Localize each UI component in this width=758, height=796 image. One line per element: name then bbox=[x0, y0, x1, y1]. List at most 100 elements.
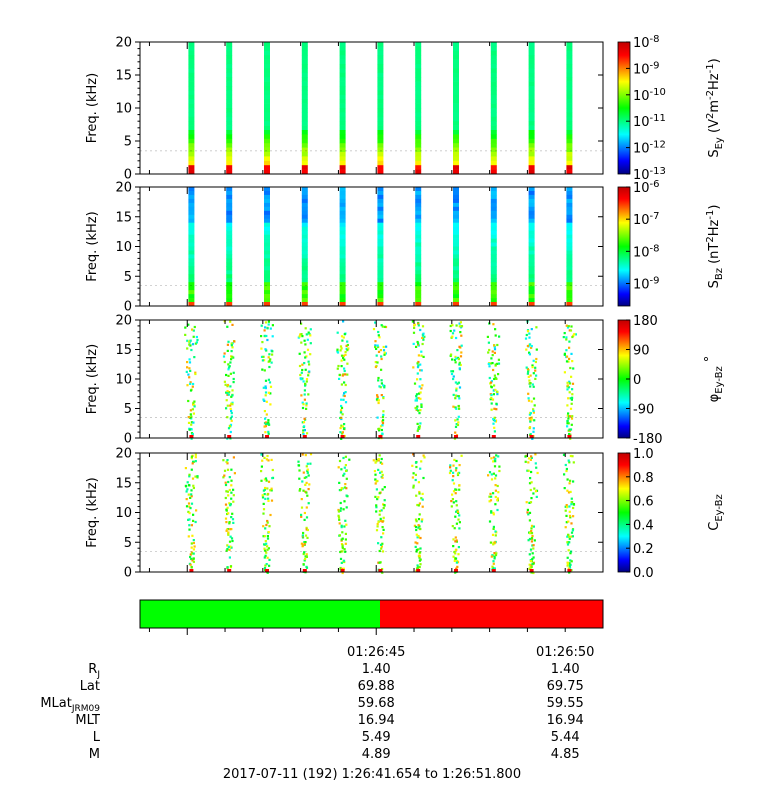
spectral-cell bbox=[301, 108, 308, 113]
spectral-cell bbox=[530, 481, 533, 484]
spectral-cell bbox=[566, 404, 569, 407]
colorbar-tick-label: 10-12 bbox=[633, 140, 666, 157]
colorbar-label: SBz (nT2Hz-1) bbox=[705, 205, 725, 289]
spectral-cell bbox=[491, 569, 496, 572]
spectral-cell bbox=[264, 198, 270, 204]
spectral-cell bbox=[231, 512, 234, 515]
spectral-cell bbox=[491, 350, 494, 353]
spectral-cell bbox=[264, 112, 270, 118]
spectral-cell bbox=[451, 332, 455, 335]
spectral-cell bbox=[415, 121, 422, 126]
spectral-cell bbox=[490, 294, 497, 299]
spectral-cell bbox=[230, 409, 233, 412]
spectral-cell bbox=[533, 487, 536, 490]
spectral-cell bbox=[303, 511, 306, 515]
burst-strip bbox=[226, 187, 233, 307]
spectral-cell bbox=[377, 64, 384, 69]
spectral-cell bbox=[339, 488, 343, 492]
spectral-cell bbox=[340, 383, 343, 386]
spectral-cell bbox=[567, 386, 571, 389]
spectral-cell bbox=[492, 554, 495, 557]
spectral-cell bbox=[490, 511, 493, 514]
spectral-cell bbox=[566, 206, 573, 212]
spectral-cell bbox=[490, 81, 497, 87]
spectral-cell bbox=[264, 278, 270, 283]
spectral-cell bbox=[188, 475, 191, 478]
spectral-cell bbox=[452, 475, 455, 478]
spectral-cell bbox=[188, 187, 195, 192]
spectral-cell bbox=[412, 331, 416, 334]
spectral-cell bbox=[298, 335, 301, 338]
spectral-cell bbox=[188, 367, 191, 370]
colorbar-tick-label: 0 bbox=[633, 373, 641, 388]
spectral-cell bbox=[418, 513, 421, 516]
spectral-cell bbox=[188, 194, 195, 200]
spectral-cell bbox=[566, 125, 573, 131]
spectral-cell bbox=[528, 134, 535, 140]
spectral-cell bbox=[264, 81, 270, 87]
spectral-cell bbox=[301, 242, 308, 247]
spectral-cell bbox=[529, 488, 532, 492]
spectral-cell bbox=[566, 55, 573, 60]
spectral-cell bbox=[298, 364, 302, 368]
spectral-cell bbox=[450, 500, 453, 503]
spectral-cell bbox=[193, 405, 196, 408]
spectral-cell bbox=[415, 99, 422, 104]
colorbar-tick-label: 10-6 bbox=[633, 179, 660, 196]
spectral-cell bbox=[568, 535, 571, 538]
spectral-cell bbox=[495, 552, 498, 555]
spectral-cell bbox=[304, 557, 307, 561]
spectral-cell bbox=[415, 345, 418, 348]
spectral-cell bbox=[532, 525, 535, 528]
spectral-cell bbox=[339, 108, 346, 113]
spectral-cell bbox=[186, 361, 189, 364]
spectral-cell bbox=[336, 367, 339, 370]
spectral-cell bbox=[490, 478, 494, 481]
spectral-cell bbox=[490, 165, 497, 170]
spectral-cell bbox=[454, 406, 457, 409]
spectral-cell bbox=[264, 497, 267, 500]
spectral-cell bbox=[566, 214, 573, 220]
spectral-cell bbox=[188, 147, 195, 153]
spectral-cell bbox=[380, 545, 383, 548]
spectral-cell bbox=[340, 526, 343, 529]
spectral-cell bbox=[528, 230, 535, 235]
spectral-cell bbox=[528, 511, 532, 514]
spectral-cell bbox=[457, 546, 460, 549]
spectral-cell bbox=[490, 290, 497, 295]
spectral-cell bbox=[528, 202, 535, 208]
time-axis-labels: 01:26:45 01:26:50 bbox=[347, 645, 594, 660]
spectral-cell bbox=[307, 488, 310, 491]
spectral-cell bbox=[265, 551, 268, 554]
spectral-cell bbox=[303, 362, 306, 365]
spectral-cell bbox=[267, 356, 270, 359]
spectral-cell bbox=[226, 210, 233, 216]
spectral-cell bbox=[307, 393, 310, 396]
spectral-cell bbox=[374, 461, 377, 464]
spectral-cell bbox=[340, 354, 344, 357]
spectral-cell bbox=[374, 340, 377, 343]
spectral-cell bbox=[305, 407, 308, 410]
spectral-cell bbox=[566, 46, 573, 52]
spectral-cell bbox=[494, 534, 497, 537]
spectral-cell bbox=[565, 360, 569, 363]
spectral-cell bbox=[415, 194, 422, 200]
spectral-cell bbox=[224, 496, 227, 500]
spectral-cell bbox=[490, 99, 497, 104]
spectral-cell bbox=[453, 103, 459, 109]
spectral-cell bbox=[340, 409, 343, 412]
spectral-cell bbox=[263, 329, 266, 332]
spectral-cell bbox=[188, 125, 195, 131]
spectral-cell bbox=[301, 68, 308, 74]
spectral-cell bbox=[262, 508, 266, 511]
ephemeris-label: L bbox=[93, 730, 101, 745]
spectral-cell bbox=[528, 187, 535, 192]
spectral-cell bbox=[568, 510, 571, 513]
spectral-cell bbox=[339, 509, 342, 512]
spectral-cell bbox=[231, 389, 234, 392]
spectral-cell bbox=[572, 503, 575, 506]
spectral-cell bbox=[264, 302, 270, 307]
spectral-cell bbox=[227, 366, 231, 369]
spectral-cell bbox=[490, 380, 493, 383]
spectral-cell bbox=[414, 478, 417, 482]
